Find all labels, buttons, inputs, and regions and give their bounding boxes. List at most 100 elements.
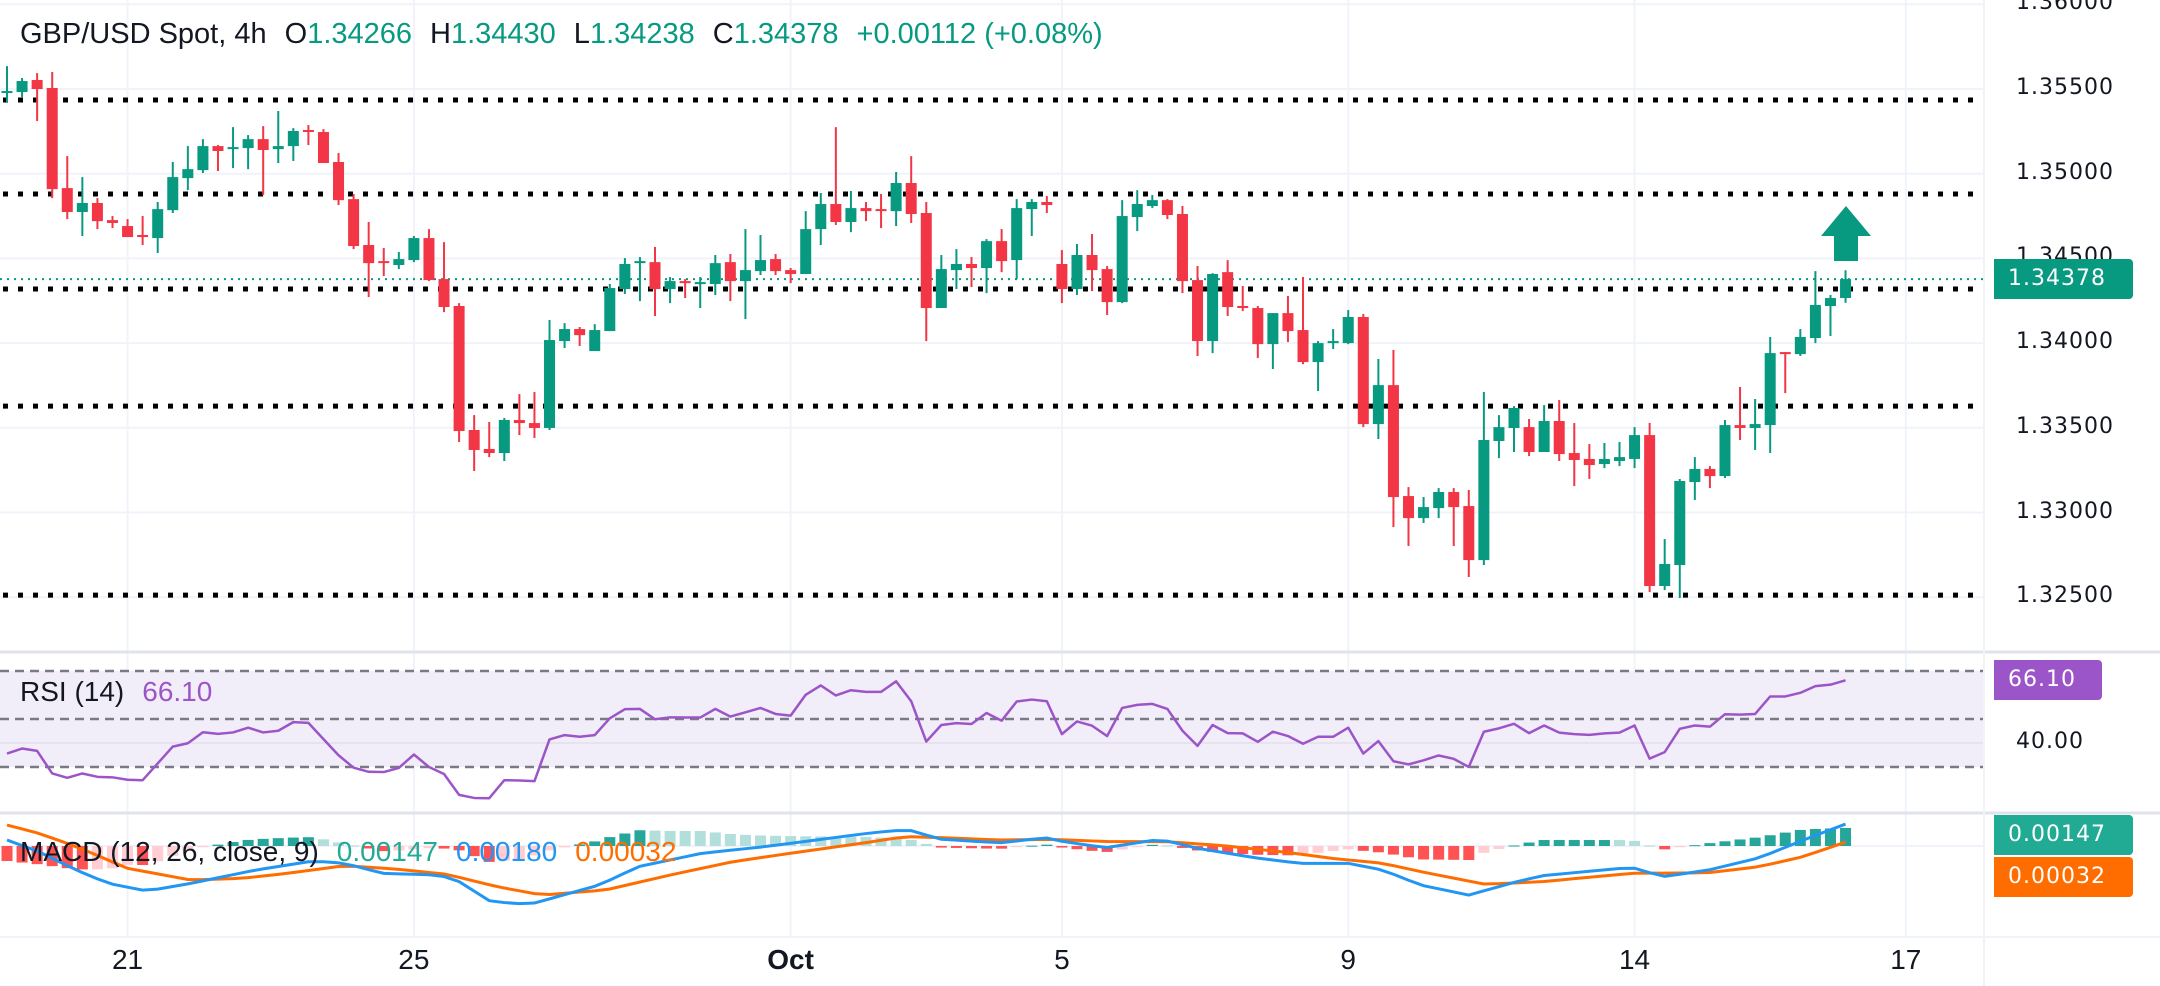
candle[interactable] <box>1644 423 1656 593</box>
candle[interactable] <box>513 394 525 436</box>
candle[interactable] <box>1629 427 1641 469</box>
candle[interactable] <box>649 247 661 316</box>
candle[interactable] <box>739 229 751 320</box>
candle[interactable] <box>935 255 947 309</box>
candle[interactable] <box>1116 200 1128 304</box>
candle[interactable] <box>875 194 887 229</box>
candle[interactable] <box>1267 313 1279 370</box>
candle[interactable] <box>1734 386 1746 440</box>
candle[interactable] <box>1056 250 1068 304</box>
candle[interactable] <box>679 279 691 299</box>
candle[interactable] <box>1327 329 1339 350</box>
candle[interactable] <box>1840 270 1852 303</box>
candle[interactable] <box>755 235 766 276</box>
candle[interactable] <box>1041 196 1053 214</box>
candle[interactable] <box>1824 294 1836 336</box>
candle[interactable] <box>1689 457 1701 500</box>
candle[interactable] <box>1312 341 1324 392</box>
candle[interactable] <box>1252 306 1264 359</box>
candle[interactable] <box>498 417 510 462</box>
candle[interactable] <box>1 66 13 103</box>
candle[interactable] <box>1478 392 1490 566</box>
candle[interactable] <box>1553 400 1565 462</box>
candle[interactable] <box>1764 337 1776 454</box>
candle[interactable] <box>438 242 450 313</box>
candle[interactable] <box>333 153 345 206</box>
candle[interactable] <box>212 145 224 171</box>
macd-legend[interactable]: MACD (12, 26, close, 9) 0.00147 0.00180 0.0… <box>20 836 694 868</box>
candle[interactable] <box>860 201 872 222</box>
candle[interactable] <box>1418 497 1430 524</box>
candle[interactable] <box>634 257 646 302</box>
candle[interactable] <box>528 392 540 438</box>
candle[interactable] <box>544 320 556 431</box>
candle[interactable] <box>1568 423 1580 487</box>
candle[interactable] <box>106 216 118 229</box>
candle[interactable] <box>1809 271 1821 344</box>
candle[interactable] <box>1704 466 1716 489</box>
candle[interactable] <box>91 198 103 230</box>
candle[interactable] <box>1011 199 1023 280</box>
candle[interactable] <box>770 253 782 276</box>
candle[interactable] <box>287 128 299 161</box>
candle[interactable] <box>272 111 284 164</box>
candle[interactable] <box>604 283 616 332</box>
candle[interactable] <box>317 129 329 164</box>
candle[interactable] <box>408 236 420 263</box>
candle[interactable] <box>242 135 254 170</box>
candle[interactable] <box>1207 273 1219 354</box>
candle[interactable] <box>76 177 88 237</box>
candle[interactable] <box>1176 206 1188 294</box>
candle[interactable] <box>981 239 993 294</box>
candle[interactable] <box>1538 405 1550 453</box>
candle[interactable] <box>815 193 827 246</box>
candle[interactable] <box>61 156 73 220</box>
candle[interactable] <box>1794 329 1806 356</box>
candle[interactable] <box>920 201 932 342</box>
candle[interactable] <box>1026 199 1038 237</box>
candle[interactable] <box>1086 234 1098 292</box>
candle[interactable] <box>453 303 465 443</box>
candle[interactable] <box>167 162 179 214</box>
candle[interactable] <box>1192 266 1204 356</box>
candle[interactable] <box>363 221 375 298</box>
candle[interactable] <box>1779 352 1791 394</box>
candle[interactable] <box>664 277 676 304</box>
candle[interactable] <box>1222 260 1234 316</box>
candle[interactable] <box>1613 442 1625 467</box>
candle[interactable] <box>182 146 194 191</box>
candle[interactable] <box>122 219 134 238</box>
candle[interactable] <box>905 156 917 223</box>
candle[interactable] <box>1493 415 1505 459</box>
candle[interactable] <box>1659 539 1671 591</box>
candle[interactable] <box>1372 359 1384 439</box>
candle[interactable] <box>1598 443 1610 469</box>
candle[interactable] <box>1508 406 1520 453</box>
candle[interactable] <box>589 324 601 352</box>
candle[interactable] <box>378 248 390 277</box>
candle[interactable] <box>1719 420 1731 479</box>
symbol-title[interactable]: GBP/USD Spot, 4h <box>20 18 267 50</box>
candle[interactable] <box>1523 418 1535 457</box>
candle[interactable] <box>468 415 480 471</box>
candle[interactable] <box>709 255 721 295</box>
candle[interactable] <box>1387 350 1399 528</box>
candle[interactable] <box>830 127 842 226</box>
candle[interactable] <box>1146 195 1158 209</box>
candle[interactable] <box>483 422 495 458</box>
candle[interactable] <box>1282 296 1294 343</box>
candle[interactable] <box>890 172 902 227</box>
candle[interactable] <box>257 126 269 196</box>
candle[interactable] <box>227 127 239 169</box>
candle[interactable] <box>1749 399 1761 450</box>
candle[interactable] <box>965 257 977 288</box>
candle[interactable] <box>46 72 58 199</box>
candle[interactable] <box>1357 313 1369 428</box>
candle[interactable] <box>1403 487 1415 547</box>
candle[interactable] <box>1161 199 1173 220</box>
candle[interactable] <box>559 323 571 349</box>
candle[interactable] <box>393 251 405 270</box>
candle[interactable] <box>996 229 1008 273</box>
candle[interactable] <box>1101 266 1113 315</box>
